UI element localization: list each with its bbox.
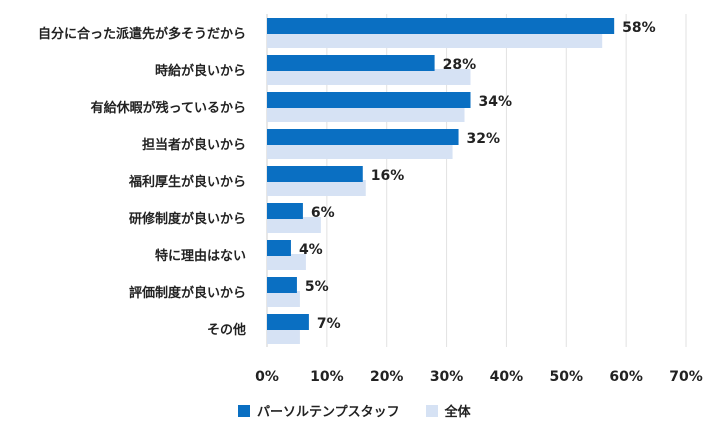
category-label: その他: [207, 322, 246, 338]
legend-item-series-2: 全体: [425, 401, 471, 420]
bar-series-2: [267, 143, 453, 159]
x-tick-label: 50%: [550, 369, 584, 385]
x-tick-label: 20%: [370, 369, 404, 385]
x-tick-label: 30%: [430, 369, 464, 385]
category-labels: 自分に合った派遣先が多そうだから時給が良いから有給休暇が残っているから担当者が良…: [38, 26, 246, 338]
value-label: 6%: [311, 205, 335, 221]
category-label: 評価制度が良いから: [129, 285, 246, 301]
value-label: 5%: [305, 279, 329, 295]
x-tick-label: 0%: [255, 369, 279, 385]
category-label: 時給が良いから: [155, 63, 246, 79]
bar-series-1: [267, 240, 291, 256]
bar-series-1: [267, 277, 297, 293]
category-label: 有給休暇が残っているから: [91, 100, 246, 116]
legend-label-series-2: 全体: [444, 405, 471, 420]
bar-series-1: [267, 203, 303, 219]
value-label: 16%: [371, 168, 405, 184]
value-label: 28%: [443, 57, 477, 73]
bars: [267, 18, 615, 344]
value-label: 4%: [299, 242, 323, 258]
value-labels: 58% 28% 34% 32% 16% 6% 4% 5% 7%: [299, 20, 656, 332]
bar-series-1: [267, 166, 363, 182]
bar-series-2: [267, 254, 306, 270]
bar-series-1: [267, 92, 471, 108]
legend-swatch-series-1: [238, 404, 250, 417]
value-label: 34%: [479, 94, 513, 110]
bar-series-1: [267, 314, 309, 330]
value-label: 32%: [467, 131, 501, 147]
bar-series-2: [267, 69, 471, 85]
x-tick-label: 60%: [609, 369, 643, 385]
category-label: 自分に合った派遣先が多そうだから: [38, 26, 246, 42]
x-tick-labels: 0% 10% 20% 30% 40% 50% 60% 70%: [255, 369, 703, 385]
x-tick-label: 40%: [490, 369, 524, 385]
legend-item-series-1: パーソルテンプスタッフ: [238, 401, 400, 420]
bar-series-1: [267, 55, 435, 71]
category-label: 研修制度が良いから: [129, 211, 246, 227]
bar-series-2: [267, 32, 603, 48]
x-tick-label: 10%: [310, 369, 344, 385]
legend-label-series-1: パーソルテンプスタッフ: [257, 405, 400, 420]
legend-swatch-series-2: [425, 404, 438, 417]
legend: パーソルテンプスタッフ 全体: [238, 401, 497, 420]
bar-series-1: [267, 129, 459, 145]
value-label: 58%: [622, 20, 656, 36]
value-label: 7%: [317, 316, 341, 332]
bar-series-2: [267, 180, 366, 196]
bar-series-2: [267, 217, 321, 233]
x-tick-label: 70%: [669, 369, 703, 385]
category-label: 特に理由はない: [155, 248, 246, 264]
bar-series-2: [267, 328, 300, 344]
bar-series-2: [267, 106, 465, 122]
category-label: 福利厚生が良いから: [128, 174, 246, 190]
bar-series-1: [267, 18, 615, 34]
category-label: 担当者が良いから: [142, 137, 246, 153]
bar-series-2: [267, 291, 300, 307]
